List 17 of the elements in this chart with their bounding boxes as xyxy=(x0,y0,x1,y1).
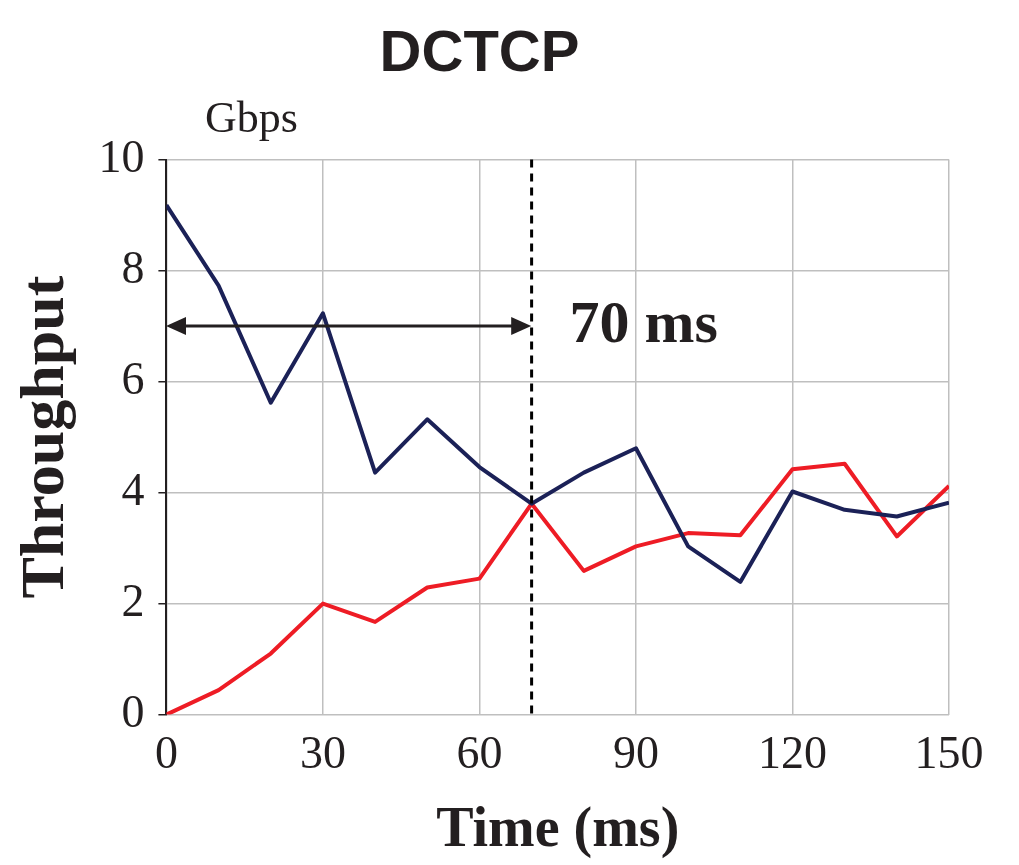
annotation: 70 ms xyxy=(569,288,718,355)
x-tick-label: 60 xyxy=(456,727,503,779)
x-tick-label: 120 xyxy=(757,727,827,779)
y-tick-label: 4 xyxy=(121,463,145,515)
y-axis-title: Throughput xyxy=(8,275,77,599)
y-tick-label: 6 xyxy=(121,352,145,404)
x-tick-label: 150 xyxy=(914,727,984,779)
text: Gbps xyxy=(205,93,298,142)
x-tick-label: 30 xyxy=(299,727,346,779)
x-tick-label: 90 xyxy=(612,727,659,779)
chart-title: DCTCP xyxy=(379,17,580,83)
x-tick-label: 0 xyxy=(154,727,178,779)
y-tick-label: 0 xyxy=(121,685,145,737)
y-tick-label: 2 xyxy=(121,574,145,626)
y-tick-label: 8 xyxy=(121,241,145,293)
y-tick-label: 10 xyxy=(98,130,145,182)
x-axis-title: Time (ms) xyxy=(436,795,680,859)
